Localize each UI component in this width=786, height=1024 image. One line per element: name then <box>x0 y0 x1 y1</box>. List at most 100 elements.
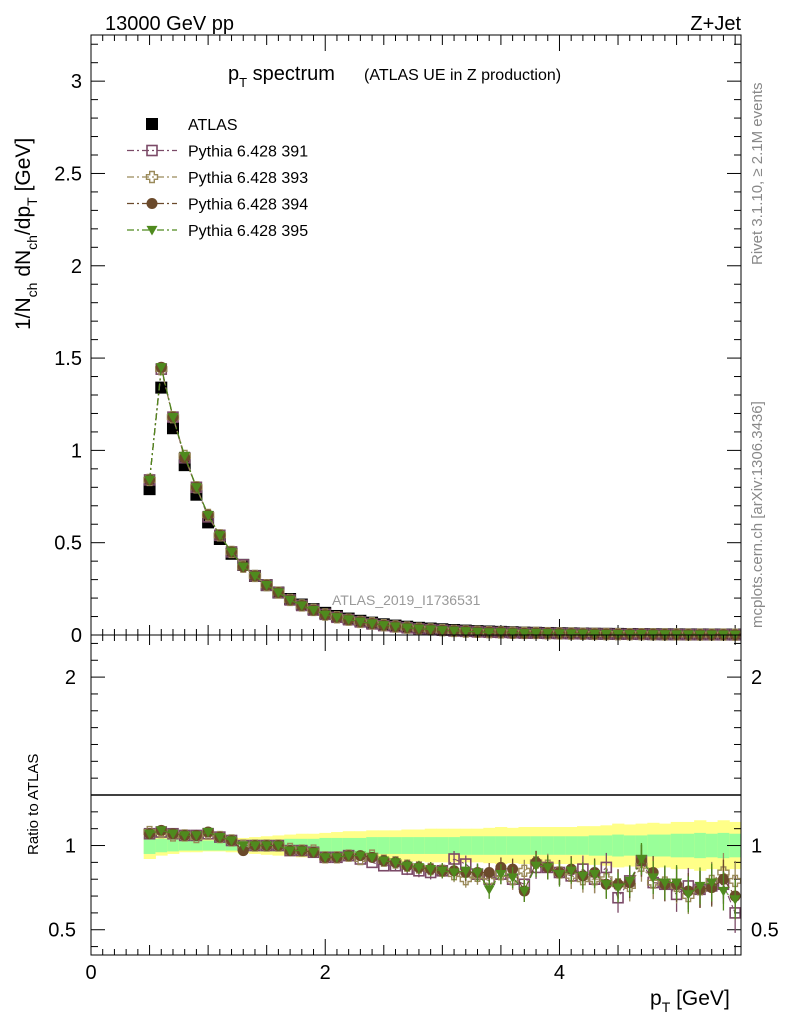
main-y-tick-label: 0 <box>71 625 82 647</box>
inner-band-bin <box>612 834 625 857</box>
inner-band-bin <box>530 836 543 855</box>
ratio-data-point <box>144 829 156 840</box>
inner-band-bin <box>553 836 566 855</box>
ratio-data-point <box>694 881 706 892</box>
ratio-data-point <box>179 831 191 841</box>
ratio-data-point <box>425 864 437 875</box>
main-data-point <box>565 629 577 640</box>
ratio-data-point <box>671 878 683 889</box>
ratio-data-point <box>448 868 460 878</box>
ratio-data-point <box>296 846 308 857</box>
ratio-data-point <box>460 866 472 877</box>
ratio-data-point <box>343 851 355 862</box>
ratio-data-point <box>308 848 320 858</box>
ratio-data-point <box>530 861 542 872</box>
inner-band-bin <box>518 836 531 855</box>
main-data-point <box>155 363 167 373</box>
inner-band-bin <box>167 839 180 852</box>
legend-label: Pythia 6.428 394 <box>188 197 308 214</box>
legend-entry: Pythia 6.428 391 <box>127 144 308 161</box>
plot-subtitle: (ATLAS UE in Z production) <box>364 67 561 84</box>
legend-entry: Pythia 6.428 395 <box>127 223 308 240</box>
main-data-point <box>308 605 320 616</box>
inner-band-bin <box>448 837 461 854</box>
ratio-data-point <box>214 832 226 843</box>
ratio-data-point <box>331 853 343 863</box>
legend-label: Pythia 6.428 391 <box>188 144 308 161</box>
main-y-tick-label: 0.5 <box>54 533 82 555</box>
main-data-point <box>167 413 179 423</box>
main-data-point <box>354 617 366 628</box>
ratio-data-point <box>378 856 390 867</box>
inner-band-bin <box>600 835 613 856</box>
ratio-data-point <box>518 886 530 897</box>
inner-band-bin <box>647 834 660 857</box>
ratio-data-point <box>589 870 601 880</box>
ratio-data-point <box>413 863 425 873</box>
main-data-point <box>460 627 472 637</box>
ratio-y-tick-label: 1 <box>65 836 76 858</box>
inner-band-bin <box>659 834 672 857</box>
legend-marker <box>146 225 158 236</box>
inner-band-bin <box>705 833 719 858</box>
ratio-data-point <box>483 866 495 878</box>
inner-band-bin <box>377 837 391 854</box>
main-data-point <box>284 595 296 606</box>
ratio-y-tick-label: 2 <box>65 667 76 689</box>
inner-band-bin <box>623 835 637 856</box>
ratio-data-point <box>190 831 202 841</box>
ratio-data-point <box>390 858 402 868</box>
main-data-point <box>483 628 495 638</box>
main-data-point <box>343 615 355 625</box>
ratio-data-point <box>155 826 167 836</box>
inner-band-bin <box>389 837 402 854</box>
legend-entry: ATLAS <box>146 117 238 134</box>
inner-band-bin <box>190 840 203 851</box>
main-data-point <box>272 588 284 599</box>
inner-band-bin <box>331 837 344 854</box>
main-data-point <box>507 628 519 639</box>
legend-marker <box>146 118 158 130</box>
inner-band-bin <box>459 836 473 855</box>
x-tick-label: 2 <box>320 962 331 984</box>
main-y-tick-label: 1.5 <box>54 348 82 370</box>
ratio-data-point <box>284 846 296 857</box>
ratio-y-tick-label-right: 1 <box>751 836 762 858</box>
main-y-tick-label: 2 <box>71 256 82 278</box>
ratio-data-point <box>507 873 519 884</box>
mcplots-label: mcplots.cern.ch [arXiv:1306.3436] <box>749 401 766 628</box>
ratio-plot-panel: 0.5 0.5 1 1 2 2 <box>48 634 779 956</box>
ratio-data-point <box>272 841 284 852</box>
x-tick-label: 0 <box>85 962 96 984</box>
ratio-data-point <box>249 841 261 852</box>
inner-band-bin <box>143 837 156 854</box>
ratio-data-point <box>729 895 741 905</box>
main-data-point <box>471 627 483 638</box>
x-tick-label: 4 <box>554 962 565 984</box>
main-data-point <box>413 624 425 635</box>
ratio-data-point <box>706 878 718 889</box>
ratio-data-point <box>624 876 636 887</box>
main-data-point <box>319 610 331 621</box>
main-y-tick-label: 3 <box>71 71 82 93</box>
ratio-data-point <box>202 827 214 838</box>
ratio-data-point <box>518 864 531 877</box>
legend-marker <box>145 170 159 184</box>
main-data-point <box>553 629 565 639</box>
ratio-data-point <box>471 868 483 878</box>
main-data-point <box>401 623 413 634</box>
inner-band-bin <box>202 840 215 851</box>
ratio-data-point <box>600 880 612 890</box>
ratio-data-point <box>646 876 660 889</box>
main-data-point <box>226 547 238 558</box>
ratio-axis-ticks <box>90 635 741 955</box>
plot-title: pT spectrum <box>228 63 335 90</box>
inner-band-bin <box>401 837 414 854</box>
main-y-tick-label: 2.5 <box>54 163 82 185</box>
main-y-axis-label: 1/Nch dNch/dpT [GeV] <box>12 138 40 330</box>
ratio-data-point <box>682 890 694 900</box>
main-y-tick-label: 1 <box>71 440 82 462</box>
main-data-point <box>542 629 554 639</box>
main-series-group <box>143 361 742 641</box>
